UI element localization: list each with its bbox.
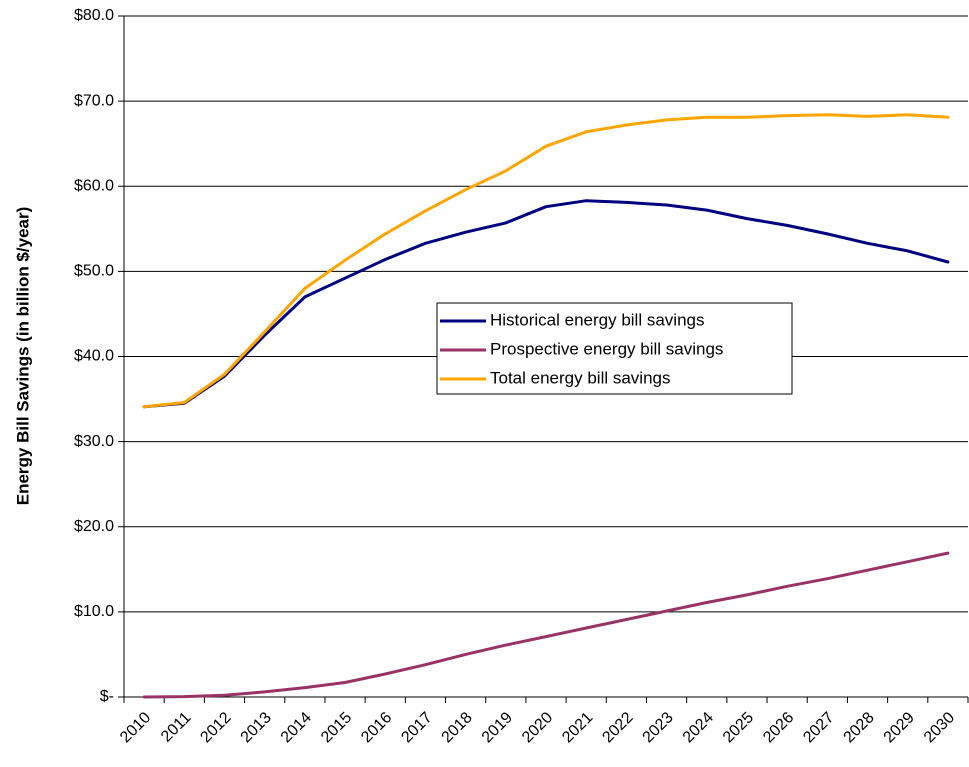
y-tick-label: $50.0 (74, 263, 114, 280)
y-tick-label: $30.0 (74, 433, 114, 450)
x-tick-label: 2019 (479, 709, 516, 746)
x-tick-label: 2027 (800, 709, 837, 746)
y-tick-label: $40.0 (74, 348, 114, 365)
x-tick-label: 2011 (158, 709, 194, 745)
x-tick-label: 2014 (278, 709, 315, 746)
x-tick-label: 2026 (760, 709, 797, 746)
legend: Historical energy bill savings Prospectiv… (436, 302, 793, 395)
x-tick-label: 2017 (398, 709, 435, 746)
series-line-2 (142, 113, 950, 409)
x-tick-label: 2030 (921, 709, 958, 746)
grid-lines (124, 15, 968, 613)
legend-label-0: Historical energy bill savings (490, 310, 704, 329)
x-tick-label: 2021 (559, 709, 596, 746)
series-lines (142, 113, 950, 699)
legend-label-1: Prospective energy bill savings (490, 339, 723, 358)
x-tick-label: 2028 (841, 709, 878, 746)
x-tick-label: 2025 (720, 709, 757, 746)
x-tick-label: 2018 (439, 709, 476, 746)
legend-label-2: Total energy bill savings (490, 368, 670, 387)
y-tick-label: $10.0 (74, 603, 114, 620)
x-tick-label: 2012 (197, 709, 234, 746)
x-tick-label: 2010 (117, 709, 154, 746)
y-tick-labels: $- $10.0 $20.0 $30.0 $40.0 $50.0 $60.0 $70.0 $80… (74, 7, 124, 705)
legend-box (436, 302, 793, 395)
series-line-0 (142, 199, 950, 409)
y-tick-label: $80.0 (74, 7, 114, 24)
x-tick-label: 2024 (680, 709, 717, 746)
x-tick-label: 2016 (358, 709, 395, 746)
y-tick-label: $- (100, 688, 114, 705)
x-tick-label: 2029 (881, 709, 918, 746)
series-line-1 (142, 551, 950, 699)
y-axis-label: Energy Bill Savings (in billion $/year) (13, 207, 32, 506)
x-tick-label: 2015 (318, 709, 355, 746)
x-tick-label: 2020 (519, 709, 556, 746)
x-tick-label: 2013 (238, 709, 275, 746)
y-tick-label: $20.0 (74, 518, 114, 535)
x-tick-label: 2022 (599, 709, 636, 746)
x-tick-label: 2023 (640, 709, 677, 746)
x-tick-labels: 2010 2011 2012 2013 2014 2015 2016 2017 2018 2019… (117, 697, 969, 746)
y-tick-label: $60.0 (74, 177, 114, 194)
y-tick-label: $70.0 (74, 92, 114, 109)
